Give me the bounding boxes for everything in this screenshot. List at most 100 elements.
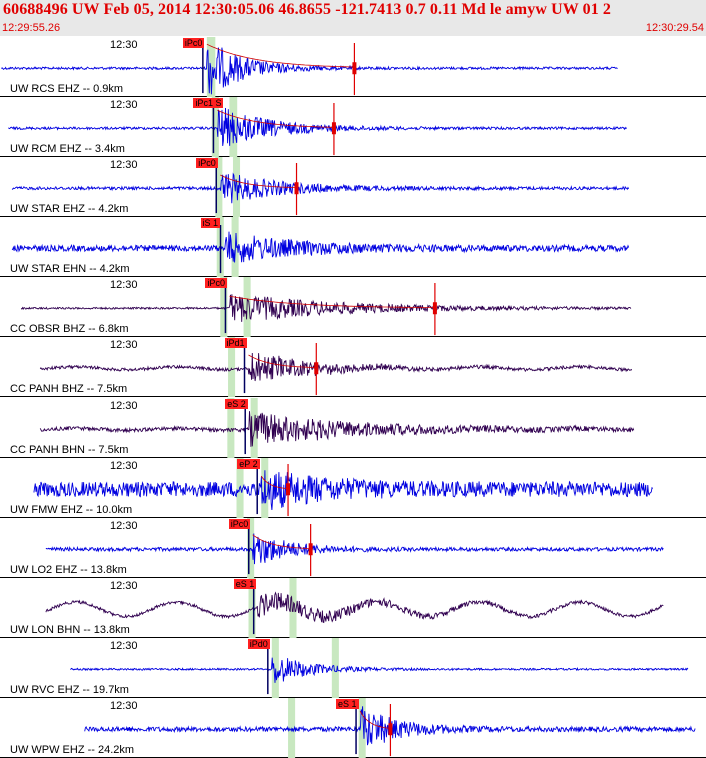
pick-window xyxy=(358,697,366,758)
trace-panel: 12:30 eS 1 UW LON BHN -- 13.8km xyxy=(0,577,706,638)
station-label: UW LO2 EHZ -- 13.8km xyxy=(10,563,127,576)
pick-window xyxy=(228,337,236,398)
trace-panel: 12:30 iPd1 CC PANH BHZ -- 7.5km xyxy=(0,337,706,398)
seismogram-panels: 12:30 iPc0 UW RCS EHZ -- 0.9km 12:30 iPc1 S U… xyxy=(0,37,706,758)
trace-plot xyxy=(39,337,633,398)
pick-window xyxy=(220,277,228,338)
event-title: 60688496 UW Feb 05, 2014 12:30:05.06 46.… xyxy=(3,1,612,18)
time-label: 12:30 xyxy=(110,339,138,352)
time-label: 12:30 xyxy=(110,159,138,172)
coda-curve xyxy=(217,109,334,128)
station-label: UW STAR EHN -- 4.2km xyxy=(10,263,130,276)
station-label: UW WPW EHZ -- 24.2km xyxy=(10,743,135,756)
station-label: UW RCM EHZ -- 3.4km xyxy=(10,143,125,156)
time-end: 12:30:29.54 xyxy=(645,22,704,34)
station-label: CC PANH BHZ -- 7.5km xyxy=(10,383,128,396)
trace-plot xyxy=(45,577,664,638)
pick-window xyxy=(248,577,256,638)
time-label: 12:30 xyxy=(110,579,138,592)
station-label: CC OBSR BHZ -- 6.8km xyxy=(10,323,129,336)
time-label: 12:30 xyxy=(110,279,138,292)
coda-marker-box xyxy=(388,723,393,736)
waveform-trace xyxy=(1,47,618,95)
time-label: 12:30 xyxy=(110,699,138,712)
pick-label[interactable]: iPc0 xyxy=(228,518,251,529)
pick-window xyxy=(211,97,219,158)
trace-panel: 12:30 iPc0 UW RCS EHZ -- 0.9km xyxy=(0,37,706,98)
trace-plot xyxy=(84,697,696,758)
trace-plot xyxy=(1,37,618,98)
coda-marker-box xyxy=(314,362,319,375)
time-label: 12:30 xyxy=(110,39,138,51)
trace-plot xyxy=(33,457,654,518)
station-label: UW RCS EHZ -- 0.9km xyxy=(10,83,124,96)
pick-label[interactable]: iS 1 xyxy=(200,218,221,229)
pick-label[interactable]: iPc0 xyxy=(196,158,218,169)
trace-panel: 12:30 eS 1 UW WPW EHZ -- 24.2km xyxy=(0,697,706,758)
coda-marker-box xyxy=(308,542,313,555)
coda-curve xyxy=(229,296,434,309)
trace-plot xyxy=(70,637,689,698)
waveform-trace xyxy=(8,108,627,147)
coda-curve xyxy=(206,43,353,68)
coda-marker-box xyxy=(352,62,357,75)
time-label: 12:30 xyxy=(110,459,138,472)
pick-label[interactable]: iPc0 xyxy=(182,38,205,48)
station-label: UW LON BHN -- 13.8km xyxy=(10,623,130,636)
time-label: 12:30 xyxy=(110,519,138,532)
station-label: CC PANH BHN -- 7.5km xyxy=(10,443,129,456)
time-start: 12:29:55.26 xyxy=(2,22,61,34)
waveform-trace xyxy=(11,172,630,204)
pick-label[interactable]: eS 2 xyxy=(225,398,248,409)
coda-curve xyxy=(359,710,391,729)
time-label: 12:30 xyxy=(110,99,138,112)
trace-plot xyxy=(20,277,632,338)
station-label: UW RVC EHZ -- 19.7km xyxy=(10,683,129,696)
pick-label[interactable]: eS 1 xyxy=(233,578,257,589)
waveform-trace xyxy=(20,294,632,323)
pick-label[interactable]: iPc1 S xyxy=(193,98,224,109)
trace-plot xyxy=(45,517,664,578)
coda-curve xyxy=(260,475,288,489)
waveform-trace xyxy=(39,353,633,382)
waveform-trace xyxy=(45,591,664,623)
pick-window xyxy=(227,397,235,458)
coda-marker-box xyxy=(331,122,336,135)
trace-panel: 12:30 eS 2 CC PANH BHN -- 7.5km xyxy=(0,397,706,458)
waveform-trace xyxy=(39,410,635,447)
pick-label[interactable]: eP 2 xyxy=(237,458,260,469)
trace-panel: iS 1 UW STAR EHN -- 4.2km xyxy=(0,217,706,278)
pick-label[interactable]: iPd1 xyxy=(224,338,247,349)
trace-panel: 12:30 eP 2 UW FMW EHZ -- 10.0km xyxy=(0,457,706,518)
station-label: UW FMW EHZ -- 10.0km xyxy=(10,503,133,516)
trace-panel: 12:30 iPc0 UW LO2 EHZ -- 13.8km xyxy=(0,517,706,578)
pick-label[interactable]: iPc0 xyxy=(205,278,227,289)
pick-window xyxy=(215,157,223,218)
pick-window xyxy=(331,637,339,698)
trace-plot xyxy=(8,97,627,158)
coda-curve xyxy=(220,174,297,189)
pick-label[interactable]: iPd0 xyxy=(247,638,270,649)
station-label: UW STAR EHZ -- 4.2km xyxy=(10,203,129,216)
coda-curve xyxy=(252,534,309,549)
waveform-trace xyxy=(33,469,654,510)
time-label: 12:30 xyxy=(110,639,138,652)
waveform-trace xyxy=(45,533,664,564)
pick-window xyxy=(271,637,279,698)
coda-curve xyxy=(248,355,315,369)
coda-marker-box xyxy=(294,182,299,195)
waveform-trace xyxy=(11,231,630,263)
trace-panel: 12:30 iPd0 UW RVC EHZ -- 19.7km xyxy=(0,637,706,698)
trace-plot xyxy=(11,217,630,278)
coda-marker-box xyxy=(432,302,437,315)
trace-panel: 12:30 iPc0 UW STAR EHZ -- 4.2km xyxy=(0,157,706,218)
pick-label[interactable]: eS 1 xyxy=(336,698,359,709)
trace-panel: 12:30 iPc1 S UW RCM EHZ -- 3.4km xyxy=(0,97,706,158)
pick-window xyxy=(288,697,296,758)
coda-marker-box xyxy=(286,482,291,495)
trace-plot xyxy=(39,397,635,458)
header: 60688496 UW Feb 05, 2014 12:30:05.06 46.… xyxy=(0,0,706,36)
time-label: 12:30 xyxy=(110,399,138,412)
trace-panel: 12:30 iPc0 CC OBSR BHZ -- 6.8km xyxy=(0,277,706,338)
waveform-trace xyxy=(70,657,689,683)
